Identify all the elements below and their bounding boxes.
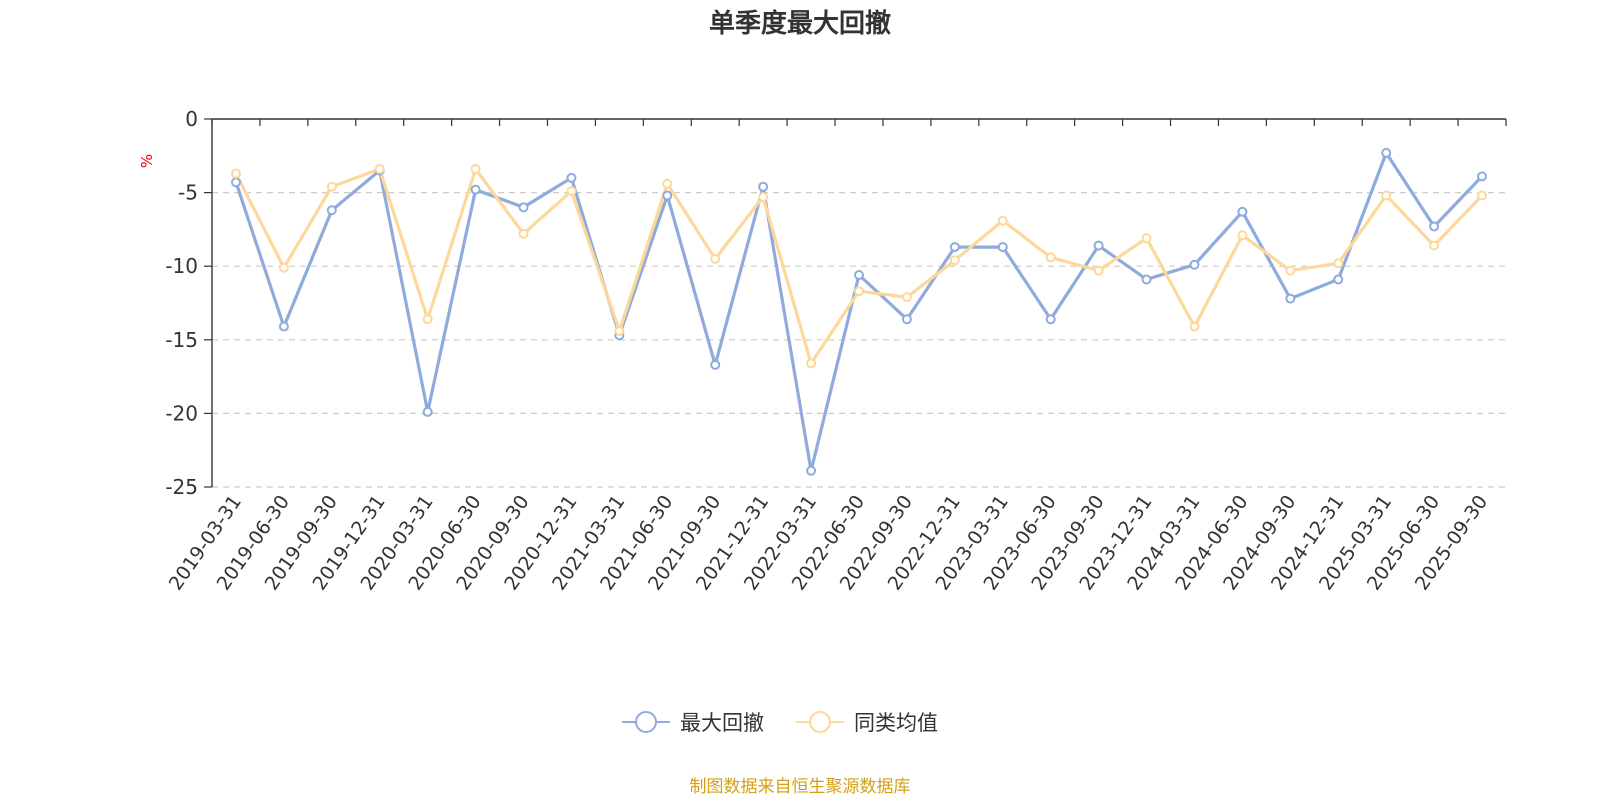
y-tick-label: -25 bbox=[165, 475, 198, 499]
data-point bbox=[662, 178, 673, 189]
data-point bbox=[758, 181, 769, 192]
data-point bbox=[1285, 265, 1296, 276]
data-point bbox=[470, 164, 481, 175]
data-point bbox=[566, 172, 577, 183]
data-point bbox=[422, 314, 433, 325]
y-tick-label: -10 bbox=[165, 254, 198, 278]
data-point bbox=[518, 202, 529, 213]
data-point bbox=[374, 164, 385, 175]
data-point bbox=[710, 253, 721, 264]
data-point bbox=[1093, 265, 1104, 276]
data-point bbox=[758, 192, 769, 203]
data-point bbox=[1381, 190, 1392, 201]
legend-marker bbox=[809, 711, 831, 733]
data-point bbox=[1045, 252, 1056, 263]
data-point bbox=[1429, 240, 1440, 251]
data-point bbox=[1333, 274, 1344, 285]
data-point bbox=[1477, 171, 1488, 182]
data-point bbox=[710, 359, 721, 370]
data-point bbox=[949, 255, 960, 266]
grid-lines bbox=[212, 192, 1506, 488]
series-line-1 bbox=[234, 151, 1484, 473]
data-point bbox=[1237, 206, 1248, 217]
data-point bbox=[806, 358, 817, 369]
data-point bbox=[901, 292, 912, 303]
data-point bbox=[566, 186, 577, 197]
data-point bbox=[230, 168, 241, 179]
y-tick-label: -5 bbox=[178, 181, 198, 205]
data-point bbox=[326, 181, 337, 192]
legend[interactable]: 最大回撤 同类均值 bbox=[622, 711, 938, 735]
data-point bbox=[1141, 274, 1152, 285]
y-tick-label: -15 bbox=[165, 328, 198, 352]
y-tick-label: -20 bbox=[165, 401, 198, 425]
data-point bbox=[997, 215, 1008, 226]
data-point bbox=[854, 286, 864, 297]
chart-title: 单季度最大回撤 bbox=[709, 8, 891, 39]
data-point bbox=[1141, 233, 1152, 244]
legend-label: 最大回撤 bbox=[680, 711, 764, 735]
data-point bbox=[997, 242, 1008, 253]
data-point bbox=[854, 270, 864, 281]
legend-item[interactable]: 同类均值 bbox=[796, 711, 938, 735]
data-point bbox=[1189, 259, 1200, 270]
data-point bbox=[949, 242, 960, 253]
data-point bbox=[901, 314, 912, 325]
legend-label: 同类均值 bbox=[854, 711, 938, 735]
data-point bbox=[470, 184, 481, 195]
data-point bbox=[230, 177, 241, 188]
y-tick-label: 0 bbox=[185, 107, 198, 131]
legend-item[interactable]: 最大回撤 bbox=[622, 711, 764, 735]
data-point bbox=[1429, 221, 1440, 232]
data-point bbox=[1477, 190, 1488, 201]
y-axis-unit: % bbox=[138, 154, 156, 168]
data-point bbox=[422, 406, 433, 417]
series-lines bbox=[230, 147, 1488, 476]
data-point bbox=[1189, 321, 1200, 332]
data-source-note: 制图数据来自恒生聚源数据库 bbox=[690, 777, 911, 797]
data-point bbox=[1045, 314, 1056, 325]
data-point bbox=[1333, 258, 1344, 269]
data-point bbox=[1285, 293, 1296, 304]
data-point bbox=[1093, 240, 1104, 251]
data-point bbox=[518, 228, 529, 239]
data-point bbox=[1237, 230, 1248, 241]
data-point bbox=[278, 262, 289, 273]
data-point bbox=[662, 190, 673, 201]
data-point bbox=[278, 321, 289, 332]
data-point bbox=[326, 205, 337, 216]
legend-marker bbox=[635, 711, 657, 733]
data-point bbox=[1381, 147, 1392, 158]
data-point bbox=[614, 325, 625, 336]
data-point bbox=[806, 465, 817, 476]
